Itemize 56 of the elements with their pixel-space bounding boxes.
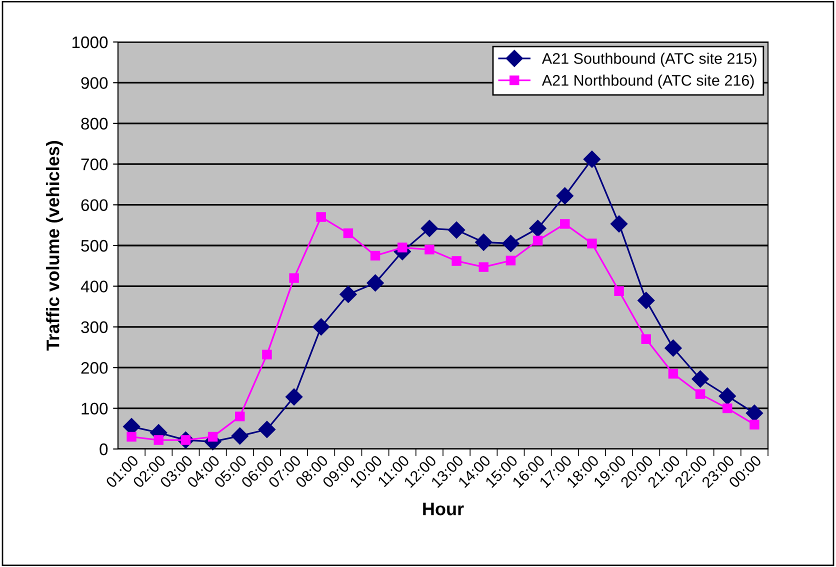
point — [502, 234, 520, 252]
point — [532, 236, 543, 246]
point — [668, 368, 678, 379]
point — [614, 286, 624, 296]
point — [750, 420, 760, 430]
point — [529, 220, 546, 237]
y-tick-label: 200 — [81, 362, 108, 374]
y-tick-label: 0 — [100, 443, 108, 456]
y-tick-label: 500 — [81, 240, 108, 252]
point — [583, 150, 601, 168]
point — [638, 292, 655, 309]
point — [452, 256, 462, 266]
legend-label: A21 Northbound (ATC site 216) — [542, 74, 754, 89]
y-tick-label: 600 — [81, 199, 108, 212]
x-axis-title: Hour — [423, 502, 464, 516]
y-tick-label: 300 — [81, 321, 108, 334]
point — [692, 370, 709, 388]
point — [343, 228, 354, 238]
point — [262, 350, 272, 360]
point — [560, 219, 570, 229]
point — [316, 212, 326, 222]
point — [718, 388, 736, 405]
legend-label: A21 Southbound (ATC site 215) — [542, 52, 756, 67]
y-axis-title: Traffic volume (vehicles) — [46, 141, 63, 351]
point — [506, 256, 516, 266]
y-tick-label: 900 — [81, 77, 108, 89]
point — [641, 334, 651, 344]
point — [478, 262, 488, 272]
point — [420, 220, 438, 237]
point — [154, 435, 164, 445]
point — [340, 286, 357, 303]
point — [556, 187, 574, 204]
point — [285, 388, 303, 406]
y-tick-label: 1000 — [72, 36, 108, 48]
point — [695, 389, 706, 399]
point — [126, 432, 136, 442]
point — [208, 432, 218, 442]
point — [722, 403, 732, 414]
point — [370, 250, 380, 261]
point — [664, 340, 682, 357]
point — [587, 238, 597, 248]
y-tick-label: 100 — [82, 402, 108, 415]
point — [448, 221, 466, 239]
point — [424, 244, 434, 254]
point — [258, 420, 276, 438]
point — [746, 404, 764, 422]
y-tick-label: 700 — [81, 158, 108, 170]
y-tick-label: 800 — [81, 118, 108, 130]
point — [312, 318, 330, 336]
point — [610, 215, 628, 232]
y-tick-label: 400 — [80, 280, 108, 292]
point — [289, 273, 299, 283]
point — [235, 412, 245, 422]
point — [366, 274, 384, 292]
point — [231, 427, 248, 445]
point — [475, 234, 492, 251]
